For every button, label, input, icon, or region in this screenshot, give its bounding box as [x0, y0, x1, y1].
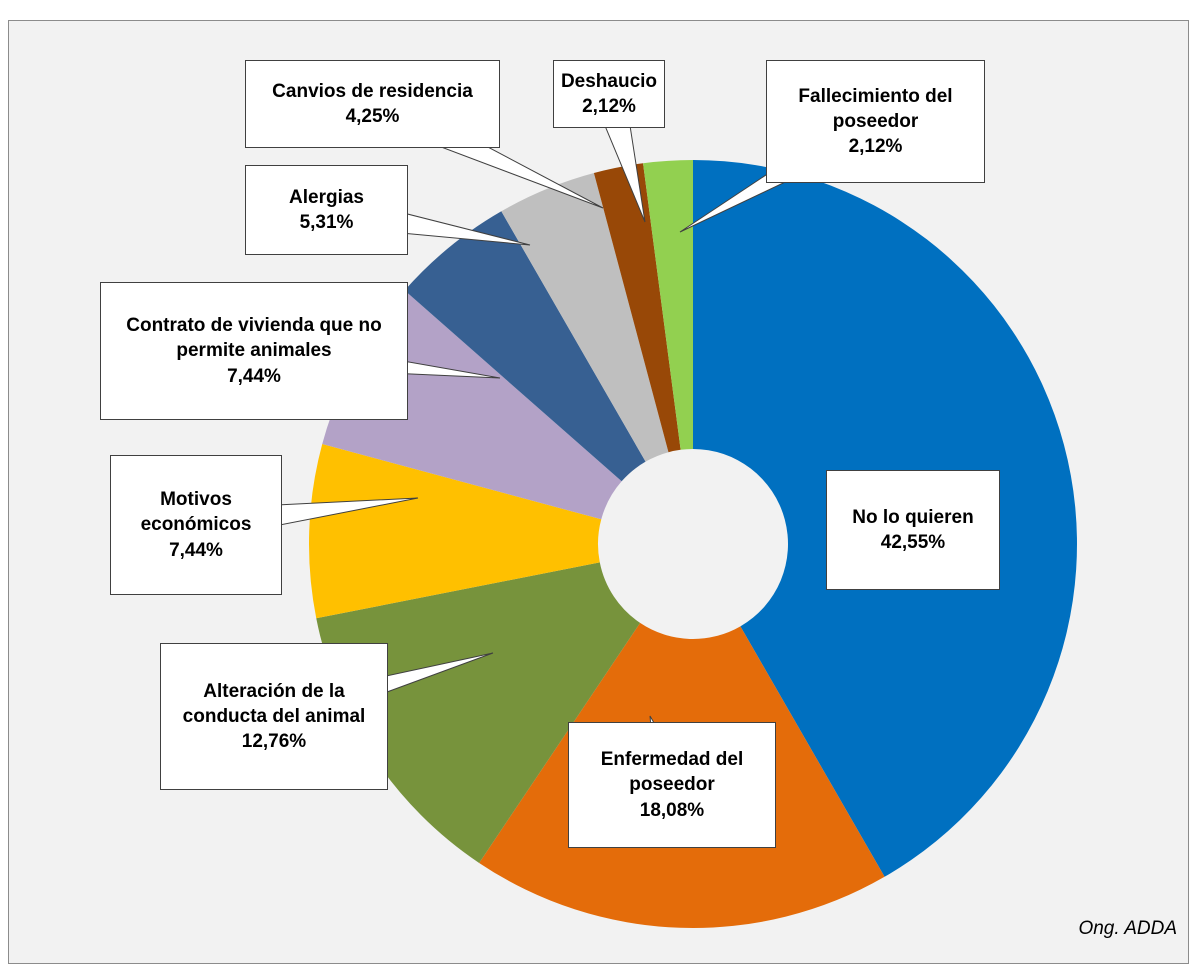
data-label-box: Alergias 5,31% — [245, 165, 408, 255]
donut-slice — [593, 163, 681, 453]
data-label-box: Deshaucio 2,12% — [553, 60, 665, 128]
category-label: Alteración de la conducta del animal — [182, 680, 366, 727]
data-label-box: Fallecimiento del poseedor 2,12% — [766, 60, 985, 183]
category-label: Deshaucio — [560, 70, 658, 92]
category-label: Enfermedad del poseedor — [600, 749, 744, 796]
value-label: 4,25% — [345, 106, 400, 127]
category-label: Motivos económicos — [140, 489, 252, 536]
donut-slice — [501, 173, 669, 462]
category-label: Canvios de residencia — [272, 80, 473, 102]
donut-slice — [643, 160, 693, 450]
value-label: 7,44% — [227, 365, 281, 387]
category-label: No lo quieren — [852, 506, 974, 528]
data-label-box: Enfermedad del poseedor 18,08% — [568, 722, 776, 848]
category-label: Alergias — [289, 186, 364, 208]
value-label: 5,31% — [299, 212, 354, 233]
category-label: Contrato de vivienda que no permite anim… — [126, 315, 382, 362]
value-label: 18,08% — [639, 799, 705, 821]
value-label: 7,44% — [169, 539, 223, 561]
source-note: Ong. ADDA — [1078, 918, 1177, 939]
data-label-box: No lo quieren 42,55% — [826, 470, 1000, 590]
data-label-box: Alteración de la conducta del animal 12,7… — [160, 643, 388, 790]
donut-slice — [316, 562, 641, 863]
data-label-box: Motivos económicos 7,44% — [110, 455, 282, 595]
data-label-box: Canvios de residencia 4,25% — [245, 60, 500, 148]
donut-slice — [404, 211, 646, 482]
donut-slice — [309, 444, 602, 619]
value-label: 12,76% — [241, 731, 307, 753]
category-label: Fallecimiento del poseedor — [798, 85, 953, 132]
value-label: 2,12% — [848, 136, 903, 158]
value-label: 2,12% — [582, 96, 636, 117]
value-label: 42,55% — [880, 532, 946, 553]
data-label-box: Contrato de vivienda que no permite anim… — [100, 282, 408, 420]
